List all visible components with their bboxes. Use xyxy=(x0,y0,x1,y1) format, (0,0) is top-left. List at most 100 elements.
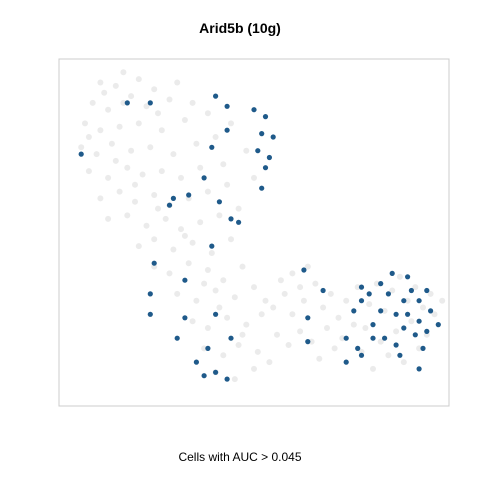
background-point xyxy=(262,297,269,304)
background-point xyxy=(304,263,311,270)
background-point xyxy=(254,348,261,355)
highlight-point xyxy=(343,335,349,341)
background-point xyxy=(174,79,181,86)
highlight-point xyxy=(213,369,219,375)
highlight-point xyxy=(366,291,372,297)
background-point xyxy=(431,311,438,318)
background-point xyxy=(132,181,138,188)
background-point xyxy=(216,212,223,219)
background-point xyxy=(178,174,184,181)
background-point xyxy=(189,99,196,106)
background-point xyxy=(135,76,142,83)
background-point xyxy=(366,301,373,308)
background-point xyxy=(251,174,257,181)
background-point xyxy=(289,270,296,277)
background-point xyxy=(416,345,423,352)
highlight-point xyxy=(370,335,376,341)
highlight-point xyxy=(182,315,188,321)
highlight-point xyxy=(358,284,365,290)
background-point xyxy=(220,352,227,359)
background-point xyxy=(208,250,215,256)
background-point xyxy=(112,82,119,89)
highlight-point xyxy=(170,195,176,201)
highlight-points-layer xyxy=(78,93,441,382)
highlight-point xyxy=(435,322,441,328)
background-point xyxy=(120,69,127,76)
background-point xyxy=(266,359,273,366)
highlight-point xyxy=(193,359,199,365)
background-point xyxy=(324,325,330,331)
highlight-point xyxy=(378,281,384,287)
background-point xyxy=(201,280,208,287)
background-point xyxy=(204,188,211,195)
background-point xyxy=(381,307,388,314)
background-point xyxy=(201,345,208,352)
chart-title: Arid5b (10g) xyxy=(199,20,281,36)
background-point xyxy=(400,359,407,366)
highlight-point xyxy=(228,216,234,222)
background-point xyxy=(297,328,304,335)
background-point xyxy=(220,277,227,284)
background-point xyxy=(170,151,177,158)
background-point xyxy=(373,280,380,287)
background-point xyxy=(82,120,88,127)
highlight-point xyxy=(424,287,430,294)
highlight-point xyxy=(416,298,422,304)
highlight-point xyxy=(305,339,311,345)
background-point xyxy=(393,328,400,335)
background-point xyxy=(335,314,342,321)
background-point xyxy=(143,103,150,110)
highlight-point xyxy=(351,308,357,314)
highlight-point xyxy=(320,287,326,294)
highlight-point xyxy=(385,291,391,297)
background-point xyxy=(128,147,135,154)
background-point xyxy=(216,304,223,311)
background-point xyxy=(285,342,292,348)
highlight-point xyxy=(78,151,84,157)
background-point xyxy=(151,192,158,198)
background-point xyxy=(308,338,315,345)
highlight-point xyxy=(201,373,207,379)
background-point xyxy=(385,352,392,359)
background-point xyxy=(85,134,92,140)
highlight-point xyxy=(186,192,192,198)
background-point xyxy=(343,297,350,304)
highlight-point xyxy=(182,277,188,283)
background-point xyxy=(212,134,219,140)
highlight-point xyxy=(397,352,403,358)
highlight-point xyxy=(401,298,407,304)
background-point xyxy=(151,236,158,243)
background-point xyxy=(289,311,296,318)
background-point xyxy=(331,345,338,352)
background-point xyxy=(427,290,434,297)
background-point xyxy=(162,215,169,222)
background-point xyxy=(78,144,85,151)
highlight-point xyxy=(213,93,219,99)
highlight-point xyxy=(416,318,422,324)
background-point xyxy=(155,110,161,117)
highlight-point xyxy=(358,352,365,358)
background-point xyxy=(220,161,227,168)
highlight-point xyxy=(358,298,365,304)
highlight-point xyxy=(355,345,361,351)
highlight-point xyxy=(259,185,265,191)
highlight-point xyxy=(412,332,418,338)
background-point xyxy=(228,120,234,127)
background-point xyxy=(97,127,104,134)
background-point xyxy=(231,376,238,383)
background-point xyxy=(404,297,411,304)
highlight-point xyxy=(147,291,153,297)
background-point xyxy=(170,246,177,253)
background-point xyxy=(258,311,265,318)
background-point xyxy=(224,181,231,188)
background-point xyxy=(327,290,334,297)
background-point xyxy=(251,284,257,291)
highlight-point xyxy=(382,335,388,341)
background-point xyxy=(97,195,104,202)
background-point xyxy=(389,287,396,294)
background-point xyxy=(189,318,196,325)
highlight-point xyxy=(236,219,242,225)
highlight-point xyxy=(262,165,269,171)
highlight-point xyxy=(370,322,376,328)
background-point xyxy=(251,365,257,372)
